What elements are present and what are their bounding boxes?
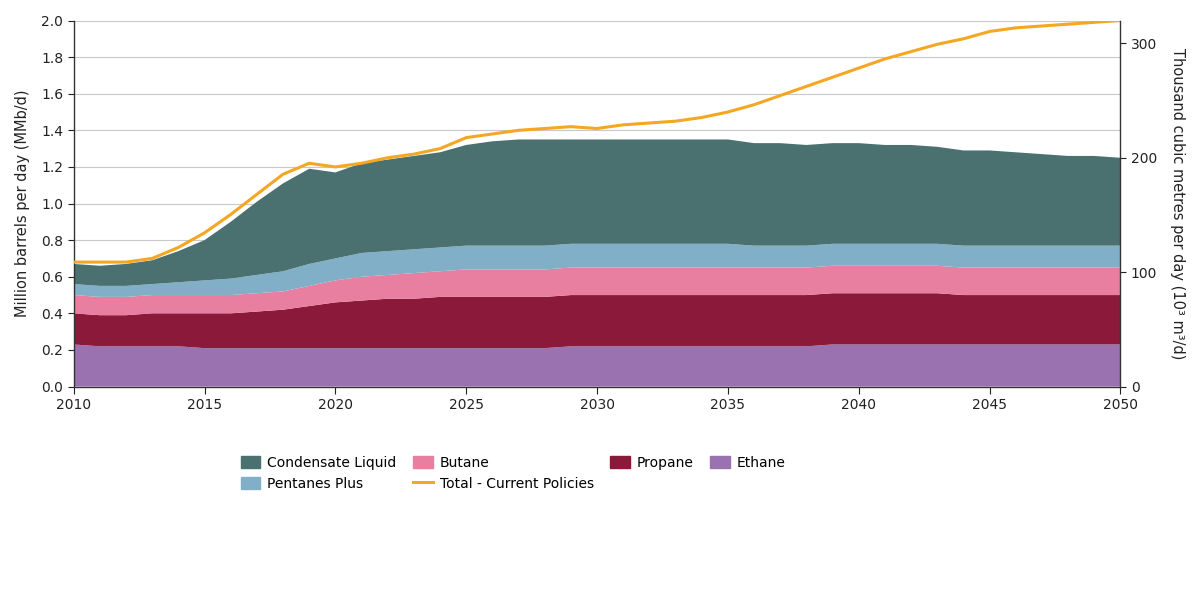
Y-axis label: Million barrels per day (MMb/d): Million barrels per day (MMb/d) (14, 90, 30, 317)
Y-axis label: Thousand cubic metres per day (10³ m³/d): Thousand cubic metres per day (10³ m³/d) (1170, 48, 1184, 359)
Legend: Condensate Liquid, Pentanes Plus, Butane, Total - Current Policies, Propane, Eth: Condensate Liquid, Pentanes Plus, Butane… (241, 456, 786, 491)
